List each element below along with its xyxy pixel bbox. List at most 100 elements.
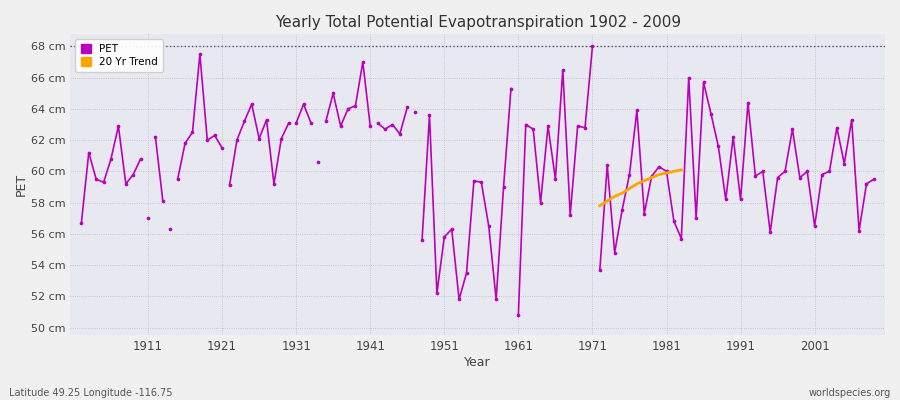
Point <box>348 102 363 109</box>
Point <box>415 237 429 243</box>
Text: Latitude 49.25 Longitude -116.75: Latitude 49.25 Longitude -116.75 <box>9 388 173 398</box>
Point <box>482 223 496 229</box>
Point <box>200 137 214 143</box>
Point <box>237 118 251 125</box>
Point <box>844 117 859 123</box>
Legend: PET, 20 Yr Trend: PET, 20 Yr Trend <box>76 39 164 72</box>
Point <box>437 234 452 240</box>
Point <box>326 90 340 96</box>
Text: worldspecies.org: worldspecies.org <box>809 388 891 398</box>
Point <box>852 228 867 234</box>
Point <box>311 159 326 165</box>
Point <box>526 126 540 132</box>
Point <box>497 184 511 190</box>
Point <box>467 178 482 184</box>
Point <box>333 123 347 129</box>
Point <box>400 104 415 110</box>
Point <box>615 207 629 214</box>
Point <box>459 270 473 276</box>
Point <box>518 121 533 128</box>
Point <box>837 160 851 167</box>
Point <box>489 296 503 303</box>
Point <box>319 118 333 125</box>
Point <box>112 123 126 129</box>
Point <box>704 110 718 117</box>
Point <box>185 129 200 136</box>
Point <box>74 220 88 226</box>
Point <box>371 120 385 126</box>
Point <box>208 132 222 139</box>
Point <box>770 174 785 181</box>
Point <box>830 124 844 131</box>
Point <box>474 179 489 186</box>
Point <box>385 121 400 128</box>
Point <box>630 107 644 114</box>
Point <box>563 212 578 218</box>
Point <box>823 168 837 174</box>
Point <box>652 164 666 170</box>
Point <box>578 124 592 131</box>
Point <box>304 120 319 126</box>
Point <box>363 123 377 129</box>
Point <box>548 176 562 182</box>
Point <box>763 229 778 236</box>
Point <box>408 109 422 115</box>
Point <box>296 101 310 108</box>
Title: Yearly Total Potential Evapotranspiration 1902 - 2009: Yearly Total Potential Evapotranspiratio… <box>274 15 680 30</box>
Point <box>534 200 548 206</box>
Point <box>644 173 659 179</box>
Point <box>356 59 370 65</box>
Point <box>230 137 244 143</box>
Point <box>289 120 303 126</box>
Point <box>163 226 177 232</box>
Point <box>119 181 133 187</box>
Y-axis label: PET: PET <box>15 173 28 196</box>
X-axis label: Year: Year <box>464 356 491 369</box>
Point <box>734 196 748 203</box>
Point <box>592 266 607 273</box>
Point <box>814 171 829 178</box>
Point <box>571 123 585 129</box>
Point <box>378 126 392 132</box>
Point <box>748 173 762 179</box>
Point <box>148 134 163 140</box>
Point <box>867 176 881 182</box>
Point <box>133 156 148 162</box>
Point <box>96 179 111 186</box>
Point <box>741 100 755 106</box>
Point <box>688 215 703 222</box>
Point <box>341 106 356 112</box>
Point <box>156 198 170 204</box>
Point <box>504 86 518 92</box>
Point <box>667 218 681 224</box>
Point <box>445 226 459 232</box>
Point <box>140 215 155 222</box>
Point <box>178 140 193 146</box>
Point <box>82 150 96 156</box>
Point <box>860 181 874 187</box>
Point <box>104 156 118 162</box>
Point <box>452 296 466 303</box>
Point <box>674 235 688 242</box>
Point <box>711 143 725 150</box>
Point <box>422 112 436 118</box>
Point <box>511 312 526 318</box>
Point <box>778 168 792 174</box>
Point <box>681 74 696 81</box>
Point <box>266 181 281 187</box>
Point <box>718 196 733 203</box>
Point <box>222 182 237 189</box>
Point <box>726 134 741 140</box>
Point <box>429 290 444 296</box>
Point <box>756 168 770 174</box>
Point <box>793 174 807 181</box>
Point <box>697 79 711 86</box>
Point <box>170 176 184 182</box>
Point <box>193 51 207 58</box>
Point <box>585 43 599 50</box>
Point <box>600 162 615 168</box>
Point <box>245 101 259 108</box>
Point <box>800 168 814 174</box>
Point <box>608 249 622 256</box>
Point <box>392 131 407 137</box>
